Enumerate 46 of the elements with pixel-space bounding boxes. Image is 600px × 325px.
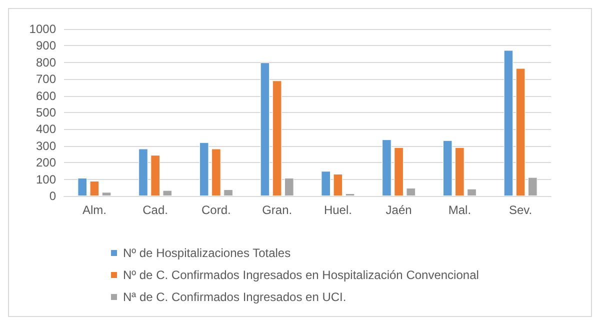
bar — [284, 178, 294, 196]
bar — [102, 192, 112, 196]
bar — [90, 180, 100, 196]
x-tick-label: Alm. — [82, 203, 106, 217]
x-tick-label: Jaén — [386, 203, 412, 217]
x-tick-label: Mal. — [448, 203, 472, 217]
bar — [150, 155, 160, 196]
bar — [138, 148, 148, 196]
x-tick-label: Sev. — [509, 203, 532, 217]
x-tick-label: Cord. — [202, 203, 231, 217]
bar — [516, 68, 526, 196]
bar — [260, 62, 270, 196]
bar — [333, 174, 343, 196]
bar — [394, 147, 404, 196]
bar — [382, 140, 392, 196]
bar — [199, 142, 209, 196]
legend-label: Nº de Hospitalizaciones Totales — [123, 246, 291, 260]
legend-label: Nº de C. Confirmados Ingresados en Hospitalización Convencional — [123, 268, 479, 282]
bar — [504, 50, 514, 196]
bar — [455, 147, 464, 196]
bar — [272, 80, 282, 196]
bar — [406, 188, 416, 196]
bar — [442, 140, 452, 196]
y-tick-label: 600 — [36, 88, 56, 103]
bar — [528, 177, 538, 196]
bar — [467, 188, 476, 196]
y-tick-label: 200 — [36, 156, 56, 170]
y-tick-label: 500 — [36, 106, 56, 120]
bar — [162, 190, 172, 196]
y-tick-label: 400 — [36, 122, 56, 136]
bar — [345, 193, 355, 196]
y-tick-label: 0 — [49, 189, 56, 203]
bar — [212, 148, 221, 196]
y-tick-label: 900 — [36, 38, 56, 53]
x-tick-label: Gran. — [262, 203, 292, 217]
y-tick-label: 1000 — [29, 22, 56, 36]
y-tick-label: 800 — [36, 55, 56, 70]
bar — [224, 189, 233, 196]
bar — [78, 178, 87, 196]
y-tick-label: 700 — [36, 72, 56, 86]
y-tick-label: 100 — [36, 172, 56, 186]
y-tick-label: 300 — [36, 138, 56, 153]
legend-label: Nª de C. Confirmados Ingresados en UCI. — [123, 290, 346, 304]
bar — [321, 171, 330, 196]
x-tick-label: Cad. — [142, 203, 168, 217]
x-tick-label: Huel. — [324, 203, 352, 217]
